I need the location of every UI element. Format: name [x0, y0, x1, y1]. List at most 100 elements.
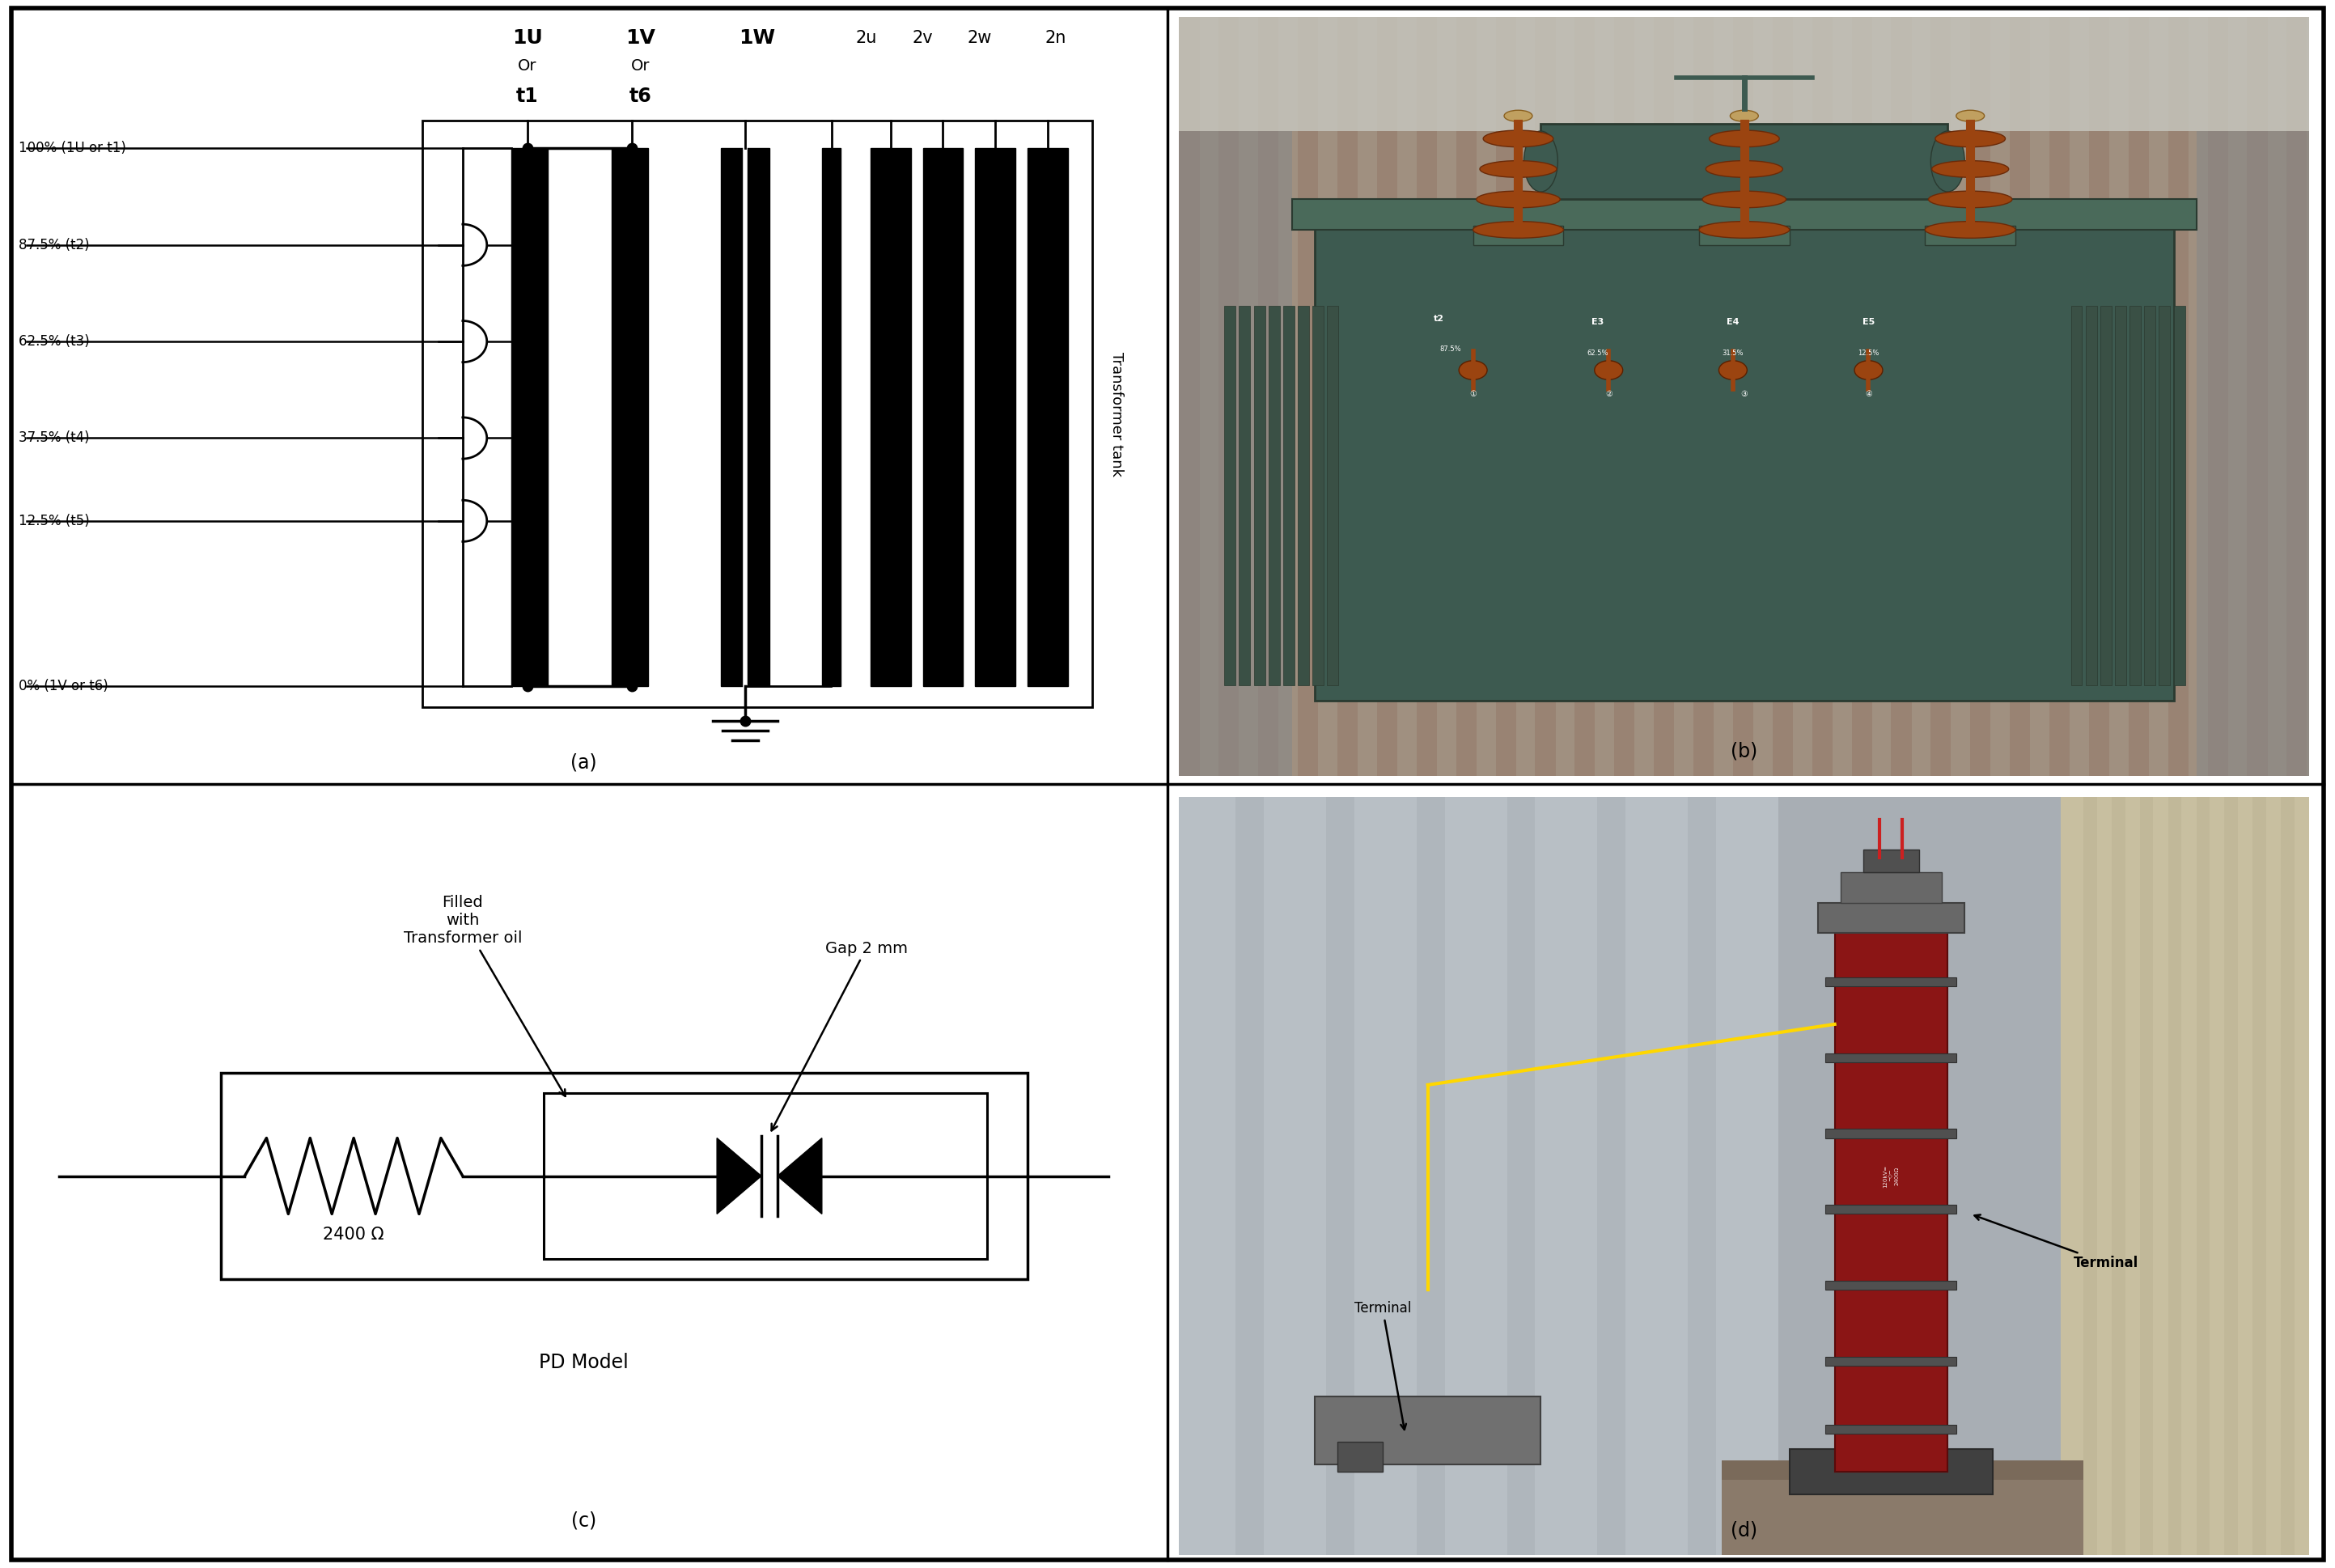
Text: E5: E5: [1863, 318, 1875, 326]
Bar: [1826, 1204, 1957, 1214]
Text: (a): (a): [570, 753, 598, 771]
Bar: [1378, 17, 1396, 776]
Text: 37.5% (t4): 37.5% (t4): [19, 431, 89, 445]
Bar: [1268, 306, 1280, 685]
Bar: [2253, 797, 2267, 1555]
Bar: [1506, 797, 1534, 1555]
Bar: [219, 1073, 1027, 1279]
Bar: [1772, 17, 1793, 776]
Text: 62.5% (t3): 62.5% (t3): [19, 334, 89, 348]
Text: Transformer tank: Transformer tank: [1109, 351, 1123, 477]
Bar: [1179, 132, 1291, 776]
Bar: [2050, 17, 2069, 776]
Bar: [1298, 306, 1310, 685]
Bar: [2286, 17, 2307, 776]
Bar: [1417, 797, 1445, 1555]
Ellipse shape: [1473, 221, 1564, 238]
Bar: [1235, 797, 1263, 1555]
Text: PD Model: PD Model: [539, 1353, 628, 1372]
Text: (c): (c): [572, 1512, 595, 1530]
Text: E3: E3: [1590, 318, 1604, 326]
Ellipse shape: [1702, 191, 1786, 207]
Text: 1W: 1W: [740, 28, 775, 47]
Text: 1U: 1U: [511, 28, 542, 47]
Bar: [2130, 17, 2148, 776]
Polygon shape: [717, 1138, 761, 1214]
Bar: [1574, 17, 1595, 776]
Bar: [1971, 17, 1992, 776]
Bar: [1240, 306, 1249, 685]
Bar: [976, 149, 1016, 687]
Text: 2u: 2u: [855, 30, 878, 45]
Text: ②: ②: [1604, 390, 1611, 398]
Bar: [2116, 306, 2127, 685]
Text: t1: t1: [516, 86, 539, 107]
Ellipse shape: [1854, 361, 1882, 379]
Bar: [1826, 1356, 1957, 1366]
Text: 2v: 2v: [913, 30, 934, 45]
Bar: [1789, 1449, 1992, 1494]
Bar: [2207, 17, 2228, 776]
Bar: [1835, 933, 1947, 1472]
Text: (d): (d): [1730, 1521, 1758, 1540]
Bar: [2111, 797, 2125, 1555]
Bar: [1891, 17, 1912, 776]
Ellipse shape: [1480, 160, 1557, 177]
Bar: [1259, 17, 1280, 776]
Bar: [1179, 17, 2309, 132]
Ellipse shape: [1525, 132, 1557, 191]
Bar: [1224, 306, 1235, 685]
Bar: [1473, 226, 1564, 245]
Bar: [1326, 306, 1338, 685]
Bar: [2167, 17, 2188, 776]
Text: (b): (b): [1730, 742, 1758, 760]
Bar: [1338, 1441, 1382, 1472]
Text: 2w: 2w: [967, 30, 992, 45]
Bar: [2090, 17, 2109, 776]
Bar: [1312, 306, 1324, 685]
Ellipse shape: [1483, 130, 1553, 147]
Bar: [1812, 17, 1833, 776]
Text: Gap 2 mm: Gap 2 mm: [771, 941, 908, 1131]
Bar: [1254, 306, 1266, 685]
Bar: [1291, 199, 2197, 230]
Text: 12.5% (t5): 12.5% (t5): [19, 514, 89, 528]
Bar: [1931, 17, 1952, 776]
Text: 87.5% (t2): 87.5% (t2): [19, 238, 89, 252]
Bar: [1298, 17, 1319, 776]
Bar: [2130, 306, 2141, 685]
Bar: [2281, 797, 2295, 1555]
Bar: [1863, 850, 1919, 872]
Bar: [2246, 17, 2267, 776]
Bar: [2099, 306, 2111, 685]
Bar: [2167, 797, 2181, 1555]
Ellipse shape: [1957, 110, 1985, 122]
Bar: [1417, 17, 1436, 776]
Bar: [1688, 797, 1716, 1555]
Ellipse shape: [1931, 132, 1964, 191]
Text: ①: ①: [1469, 390, 1476, 398]
Bar: [1219, 17, 1240, 776]
Text: 2400 Ω: 2400 Ω: [322, 1226, 385, 1243]
Bar: [1027, 149, 1067, 687]
Bar: [1497, 17, 1515, 776]
Bar: [2085, 306, 2097, 685]
Bar: [822, 149, 841, 687]
Ellipse shape: [1476, 191, 1560, 207]
Bar: [2071, 306, 2083, 685]
Bar: [1826, 1129, 1957, 1138]
Bar: [1721, 1465, 2083, 1555]
Ellipse shape: [1730, 110, 1758, 122]
Text: 31.5%: 31.5%: [1723, 350, 1744, 356]
Bar: [1693, 17, 1714, 776]
Text: 120kV=
─◇─
2400Ω: 120kV= ─◇─ 2400Ω: [1882, 1165, 1898, 1187]
Bar: [511, 149, 546, 687]
Text: 0% (1V or t6): 0% (1V or t6): [19, 679, 107, 693]
Bar: [1338, 17, 1357, 776]
Bar: [1653, 17, 1674, 776]
Ellipse shape: [1931, 160, 2008, 177]
Bar: [2160, 306, 2169, 685]
Bar: [1840, 872, 1943, 903]
Polygon shape: [778, 1138, 822, 1214]
Ellipse shape: [1936, 130, 2006, 147]
